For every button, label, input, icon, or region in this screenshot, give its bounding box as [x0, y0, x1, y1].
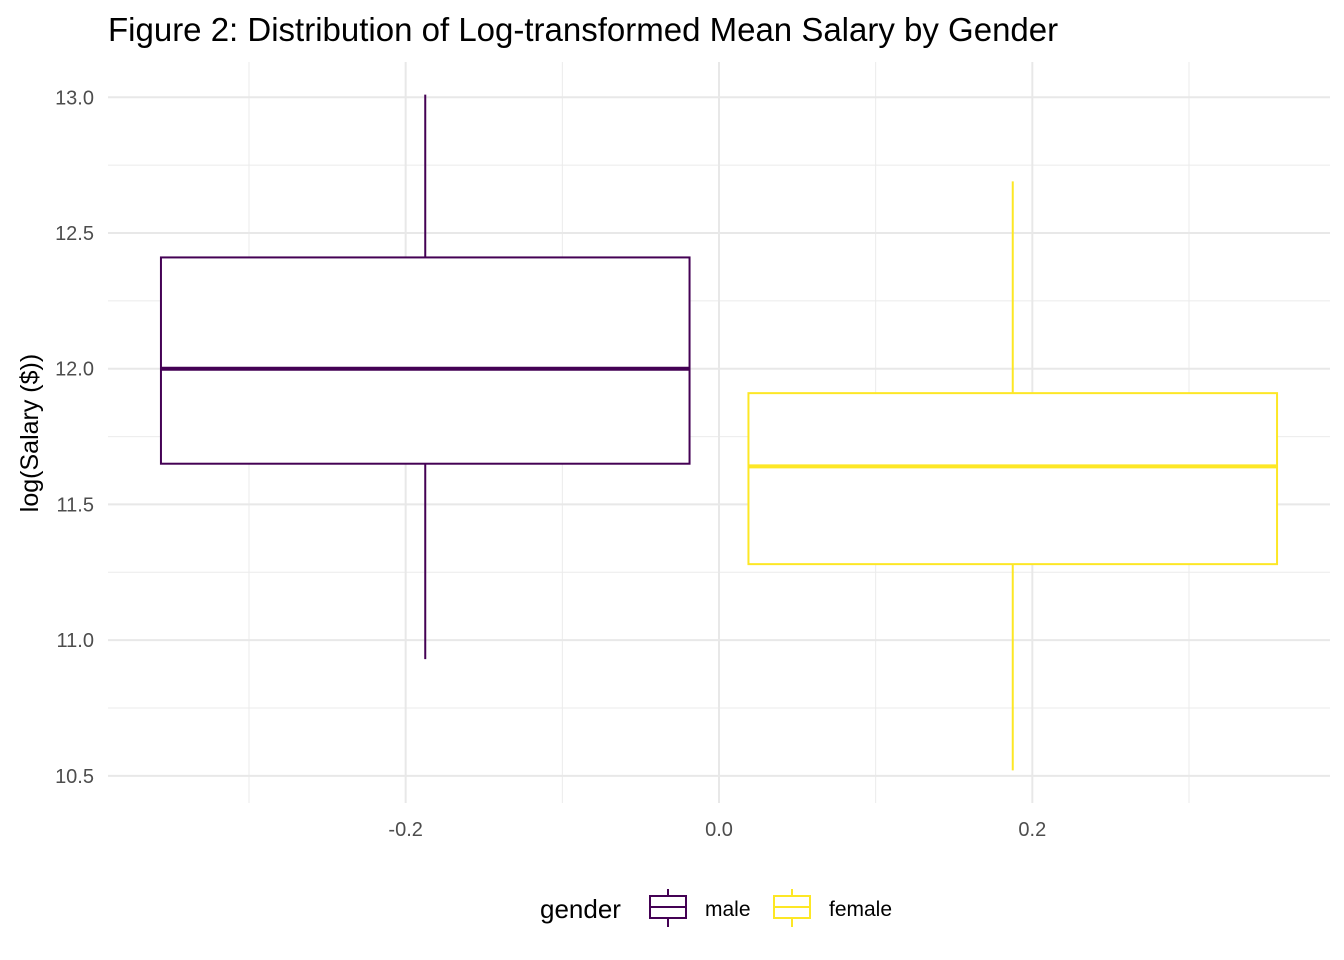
- y-tick-label-1: 11.0: [57, 630, 94, 652]
- y-tick-label-0: 10.5: [55, 766, 94, 788]
- x-tick-label-0: -0.2: [388, 819, 422, 841]
- y-tick-label-4: 12.5: [55, 223, 94, 245]
- legend-title: gender: [540, 894, 621, 924]
- x-tick-label-2: 0.2: [1018, 819, 1046, 841]
- y-tick-label-3: 12.0: [55, 359, 94, 381]
- legend: gender male female: [540, 889, 892, 927]
- iqr-box-female: [747, 392, 1279, 566]
- boxes: [159, 94, 1279, 771]
- chart-title: Figure 2: Distribution of Log-transforme…: [108, 11, 1058, 48]
- legend-entry-female: female: [773, 889, 892, 927]
- iqr-box-male: [159, 256, 691, 465]
- y-axis-label: log(Salary ($)): [16, 354, 44, 512]
- box-male: [159, 94, 691, 660]
- box-female: [747, 181, 1279, 771]
- y-tick-label-2: 11.5: [57, 494, 94, 516]
- x-tick-label-1: 0.0: [705, 819, 733, 841]
- legend-entry-male: male: [649, 889, 751, 927]
- legend-label-male: male: [705, 898, 751, 921]
- legend-label-female: female: [829, 898, 892, 921]
- y-tick-label-5: 13.0: [55, 87, 94, 109]
- axis-ticks: 10.5 11.0 11.5 12.0 12.5 13.0 -0.2 0.0 0.2: [55, 87, 1046, 841]
